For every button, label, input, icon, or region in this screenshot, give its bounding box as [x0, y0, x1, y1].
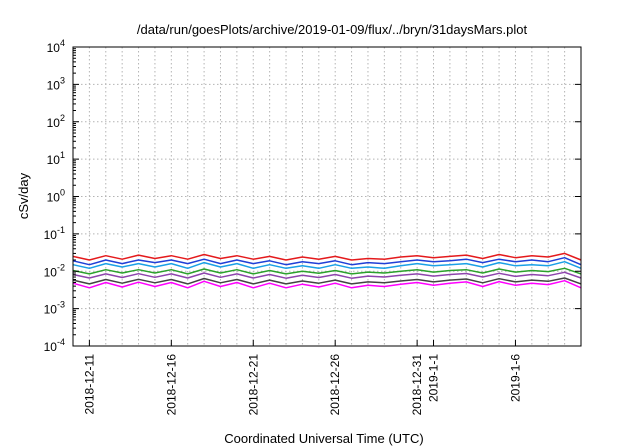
series-line-2	[72, 256, 582, 266]
x-tick-label: 2018-12-21	[246, 354, 260, 416]
x-tick-label: 2018-12-31	[410, 354, 424, 416]
x-tick-label: 2018-12-16	[164, 354, 178, 416]
x-tick-label: 2018-12-11	[82, 354, 96, 415]
series-line-1	[72, 252, 582, 261]
x-axis-label: Coordinated Universal Time (UTC)	[224, 431, 423, 446]
x-tick-label: 2019-1-6	[508, 354, 522, 402]
y-tick-label: 101	[47, 150, 65, 167]
series-line-3	[72, 260, 582, 270]
chart-title: /data/run/goesPlots/archive/2019-01-09/f…	[137, 22, 528, 37]
series-line-4	[72, 267, 582, 275]
y-tick-label: 10-2	[44, 262, 65, 279]
series-group	[72, 252, 582, 289]
x-tick-label: 2018-12-26	[328, 354, 342, 416]
y-axis: 10-4 10-3 10-2 10-1 100 101 102 103 104	[44, 38, 581, 354]
grid	[73, 47, 581, 346]
y-tick-label: 10-4	[44, 337, 65, 354]
series-line-6	[72, 277, 582, 285]
y-axis-label: cSv/day	[16, 172, 31, 219]
y-tick-label: 100	[47, 188, 65, 205]
x-tick-label: 2019-1-1	[427, 354, 441, 402]
y-tick-label: 10-3	[44, 300, 65, 317]
y-tick-label: 10-1	[44, 225, 65, 242]
x-axis: 2018-12-11 2018-12-16 2018-12-21 2018-12-26…	[82, 340, 522, 415]
series-line-5	[72, 271, 582, 279]
series-line-7	[72, 279, 582, 289]
y-tick-label: 102	[47, 113, 65, 130]
y-tick-label: 104	[47, 38, 65, 55]
y-tick-label: 103	[47, 75, 65, 92]
